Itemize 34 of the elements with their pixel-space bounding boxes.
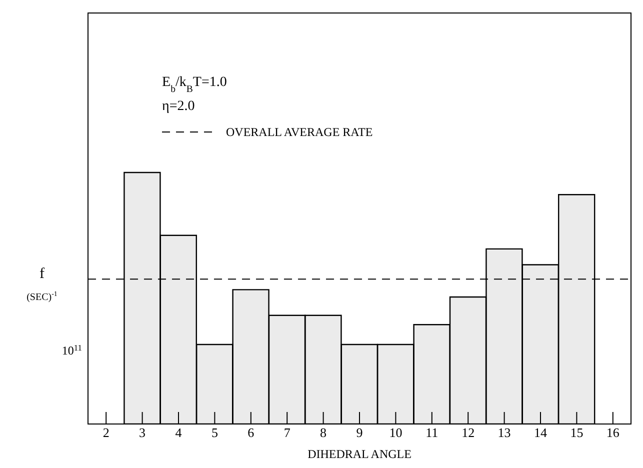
x-tick-label: 14 <box>534 425 548 440</box>
x-tick-label: 2 <box>102 425 110 440</box>
bar <box>124 172 161 424</box>
bar <box>413 324 450 424</box>
bar <box>377 344 414 424</box>
bar <box>160 234 197 424</box>
legend-label: OVERALL AVERAGE RATE <box>226 125 373 139</box>
bar <box>449 296 487 424</box>
bar <box>232 289 270 424</box>
x-tick-label: 7 <box>284 425 291 440</box>
x-tick-label: 5 <box>211 425 218 440</box>
x-tick-label: 4 <box>175 425 182 440</box>
x-tick-label: 10 <box>389 425 402 440</box>
text: E$_{b}$/k$_{B}$T=1.0 <box>162 75 227 94</box>
bar <box>304 314 342 424</box>
bar <box>196 344 234 424</box>
bar <box>486 248 523 424</box>
x-axis-title: DIHEDRAL ANGLE <box>308 447 412 461</box>
x-tick-label: 15 <box>570 425 584 440</box>
x-tick-label: 6 <box>248 425 255 440</box>
x-tick-label: 13 <box>498 425 511 440</box>
x-tick-label: 11 <box>426 425 438 440</box>
y-axis-title: f (SEC)$^{-1}$ <box>26 266 58 304</box>
bar <box>268 314 306 424</box>
x-tick-label: 3 <box>139 425 146 440</box>
x-tick-label: 16 <box>606 425 620 440</box>
x-tick-label: 12 <box>462 425 475 440</box>
bar <box>522 264 559 424</box>
bar <box>340 344 378 424</box>
x-tick-label: 9 <box>356 425 363 440</box>
text: η=2.0 <box>162 99 195 114</box>
x-tick-label: 8 <box>320 425 327 440</box>
text: 10$^{11}$ <box>62 343 82 358</box>
bar <box>558 194 596 424</box>
